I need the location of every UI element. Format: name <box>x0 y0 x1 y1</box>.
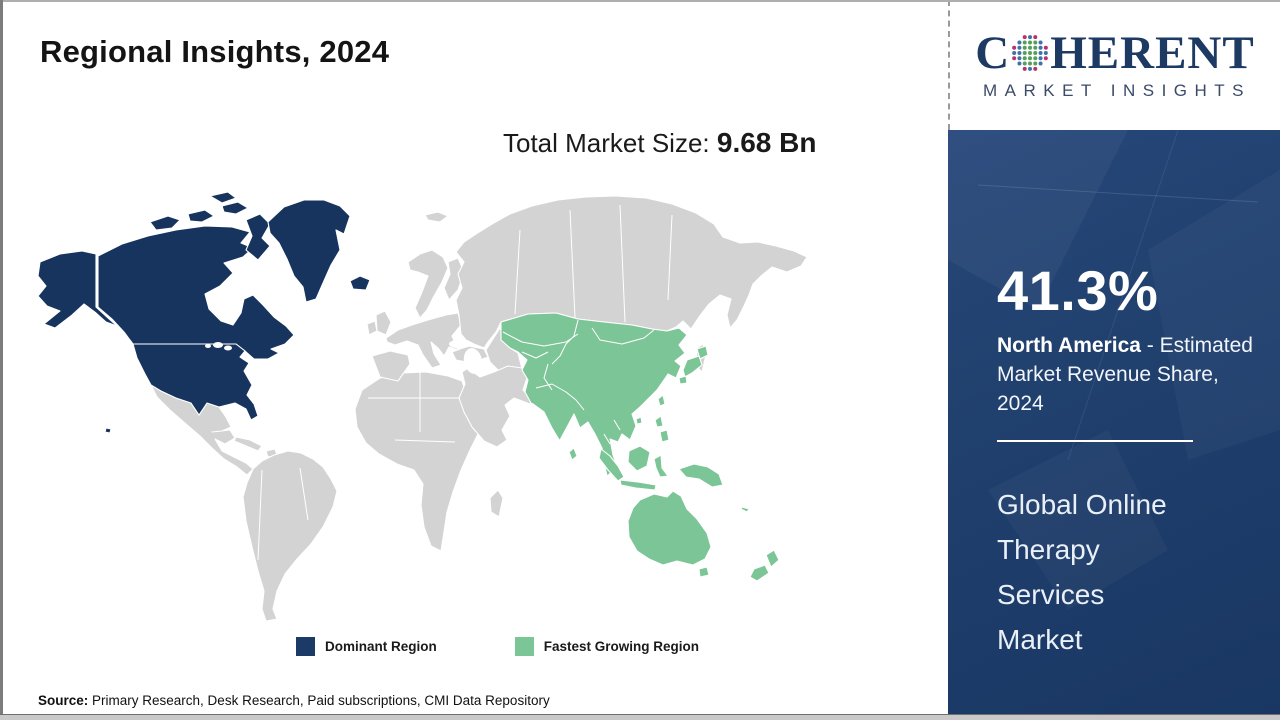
map-arctic-island-2 <box>187 209 215 223</box>
map-taiwan <box>657 394 666 407</box>
page-title: Regional Insights, 2024 <box>40 34 390 69</box>
fastest-growing-region-swatch <box>514 637 534 656</box>
market-name: Global Online Therapy Services Market <box>997 489 1167 655</box>
map-new-caledonia <box>740 506 750 513</box>
map-usa <box>132 343 259 421</box>
map-japan-kyushu <box>678 375 688 385</box>
map-sri-lanka <box>568 447 578 461</box>
map-borneo <box>627 445 651 472</box>
map-arctic-island-3 <box>221 201 249 215</box>
map-japan-honshu <box>682 355 703 378</box>
great-lakes-1 <box>213 342 223 348</box>
map-scandinavia <box>407 249 449 319</box>
logo-subtitle: MARKET INSIGHTS <box>982 80 1252 100</box>
sidebar-divider <box>997 440 1193 442</box>
coherent-logo: C HERENT <box>975 26 1255 79</box>
total-market-size: Total Market Size: 9.68 Bn <box>503 127 816 159</box>
map-great-britain <box>375 310 392 336</box>
slide-border-top <box>0 0 1280 2</box>
map-madagascar <box>489 489 504 518</box>
dominant-region-label: Dominant Region <box>325 639 437 654</box>
revenue-share-description: North America - Estimated Market Revenue… <box>997 331 1265 418</box>
legend-item-dominant: Dominant Region <box>296 637 437 656</box>
map-new-guinea <box>678 463 724 488</box>
map-iberia <box>371 350 411 382</box>
map-south-america <box>242 450 338 622</box>
map-hainan <box>635 416 643 425</box>
map-philippines-2 <box>659 429 670 443</box>
map-alaska <box>37 250 118 329</box>
other-regions-group <box>150 195 808 622</box>
map-middle-east <box>458 365 533 448</box>
revenue-share-desc-text: - Estimated Market Revenue Share, 2024 <box>997 334 1253 415</box>
great-lakes-2 <box>224 345 232 351</box>
legend: Dominant Region Fastest Growing Region <box>296 637 699 656</box>
map-finland <box>443 257 465 301</box>
legend-item-fastest-growing: Fastest Growing Region <box>514 637 700 656</box>
map-africa <box>354 371 487 552</box>
logo-suffix: HERENT <box>1050 26 1255 79</box>
map-sumatra <box>598 448 625 482</box>
logo-prefix: C <box>975 26 1011 79</box>
map-ireland <box>366 320 378 336</box>
total-market-size-value: 9.68 Bn <box>716 127 817 158</box>
map-cuba <box>233 436 263 452</box>
map-tasmania <box>698 566 710 578</box>
map-asia-mainland <box>500 312 688 477</box>
fastest-growing-region-group <box>500 312 780 582</box>
map-sulawesi <box>653 454 669 478</box>
dominant-region-group <box>37 191 371 434</box>
total-market-size-label: Total Market Size: <box>503 128 710 158</box>
black-sea <box>449 339 471 349</box>
map-new-zealand-north <box>765 549 780 568</box>
source-label: Source: <box>38 693 89 708</box>
map-iceland <box>349 275 371 291</box>
map-philippines-1 <box>654 415 664 428</box>
map-europe-mainland <box>385 312 462 369</box>
map-baffin-island <box>245 213 271 261</box>
map-arctic-island-1 <box>149 215 181 231</box>
slide-border-bottom <box>0 714 1280 720</box>
map-java <box>619 479 657 491</box>
map-greenland <box>267 199 351 303</box>
map-svalbard <box>424 211 449 223</box>
slide-border-left <box>0 0 3 720</box>
map-australia <box>627 490 712 566</box>
great-lakes-3 <box>205 344 211 348</box>
logo-area: C HERENT MARKET INSIGHTS <box>948 0 1280 130</box>
source-text: Primary Research, Desk Research, Paid su… <box>92 693 550 708</box>
sidebar: 41.3% North America - Estimated Market R… <box>948 130 1280 720</box>
fastest-growing-region-label: Fastest Growing Region <box>543 639 700 654</box>
revenue-share-value: 41.3% <box>997 259 1159 322</box>
map-hawaii <box>104 427 112 434</box>
map-new-zealand-south <box>749 564 770 582</box>
map-arctic-island-4 <box>209 191 237 204</box>
source-line: Source: Primary Research, Desk Research,… <box>38 693 550 708</box>
globe-dots-icon <box>1012 35 1049 71</box>
dominant-region-swatch <box>296 637 315 656</box>
revenue-share-region: North America <box>997 334 1141 357</box>
caspian-sea <box>463 348 483 374</box>
sidebar-content: 41.3% North America - Estimated Market R… <box>948 130 1280 662</box>
